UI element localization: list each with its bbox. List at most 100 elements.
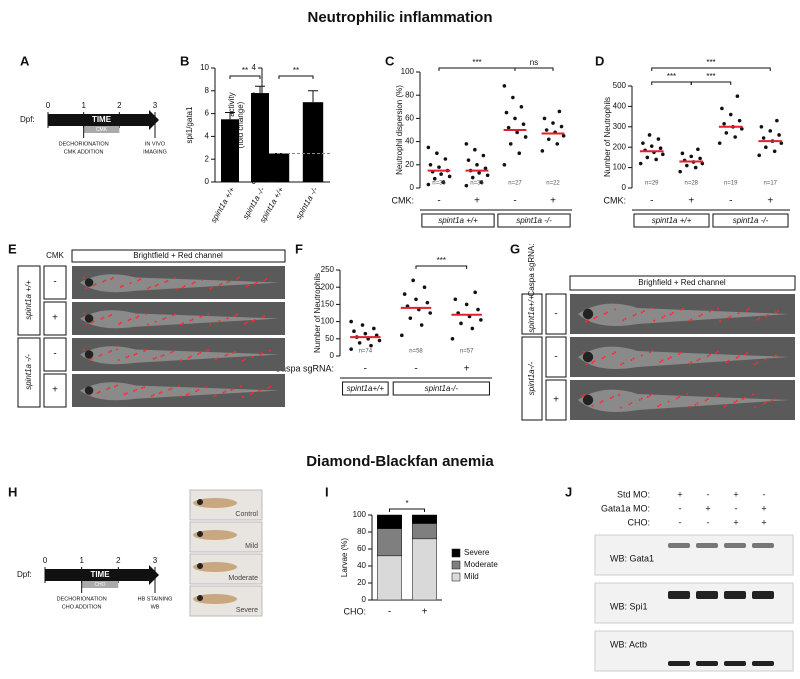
n-label: n=19 <box>724 181 738 187</box>
section-title: Diamond-Blackfan anemia <box>306 453 494 470</box>
neutrophil-signal <box>143 386 146 389</box>
data-point <box>693 165 698 170</box>
neutrophil-signal <box>752 393 755 396</box>
condition-label: + <box>474 196 480 207</box>
panel-letter: J <box>565 484 572 499</box>
panel-letter: B <box>180 53 189 68</box>
data-point <box>428 311 432 315</box>
data-point <box>447 174 452 179</box>
significance-bracket <box>690 81 732 85</box>
data-point <box>768 129 773 133</box>
severity-label: Control <box>235 511 258 518</box>
neutrophil-signal <box>679 308 682 311</box>
data-point <box>349 319 353 324</box>
neutrophil-signal <box>216 357 219 360</box>
row-label: - <box>554 352 557 363</box>
data-point <box>464 302 469 307</box>
row-label: - <box>53 277 56 288</box>
row-box <box>545 336 567 378</box>
genotype-box <box>712 213 789 228</box>
neutrophil-signal <box>133 389 136 392</box>
neutrophil-signal <box>127 319 130 322</box>
legend-label: Mild <box>464 572 479 581</box>
condition-value: + <box>761 503 766 513</box>
neutrophil-signal <box>591 404 594 407</box>
condition-row-label: CMK: <box>604 195 627 205</box>
data-point <box>450 337 455 341</box>
neutrophil-signal <box>609 397 612 400</box>
event-label: DECHORIONATION <box>57 596 107 602</box>
bar-segment <box>377 528 402 557</box>
larva-eye <box>84 278 94 287</box>
neutrophil-signal <box>98 354 101 357</box>
larva-body <box>578 303 789 327</box>
data-point <box>757 153 761 158</box>
neutrophil-signal <box>715 351 718 354</box>
neutrophil-signal <box>212 395 215 398</box>
neutrophil-signal <box>593 317 596 320</box>
genotype-box <box>392 381 490 396</box>
data-point <box>352 329 356 334</box>
neutrophil-signal <box>152 393 155 396</box>
y-axis-label: spi1/gata1 <box>185 106 194 143</box>
neutrophil-signal <box>725 361 728 364</box>
condition-row-label: Caspa sgRNA: <box>274 363 334 373</box>
data-point <box>422 285 427 290</box>
data-point <box>432 176 437 181</box>
data-point <box>441 180 446 184</box>
neutrophil-signal <box>717 393 720 396</box>
neutrophil-signal <box>226 317 229 320</box>
y-tick-label: 300 <box>613 122 627 131</box>
data-point <box>508 142 513 146</box>
neutrophil-signal <box>241 395 244 398</box>
condition-value: - <box>707 489 710 499</box>
blot-label: WB: Spi1 <box>610 601 648 611</box>
neutrophil-signal <box>125 392 128 395</box>
neutrophil-signal <box>259 353 262 356</box>
data-point <box>737 118 742 123</box>
neutrophil-signal <box>587 319 590 322</box>
neutrophil-signal <box>671 311 674 314</box>
neutrophil-signal <box>108 315 111 318</box>
neutrophil-signal <box>622 319 625 322</box>
neutrophil-signal <box>708 310 711 313</box>
data-point <box>649 144 654 148</box>
neutrophil-signal <box>719 320 722 323</box>
neutrophil-signal <box>162 354 165 357</box>
neutrophil-signal <box>98 390 101 393</box>
blot-image <box>594 534 794 576</box>
significance-label: ** <box>293 66 299 75</box>
neutrophil-signal <box>715 394 718 397</box>
y-tick-label: 80 <box>405 90 414 99</box>
y-tick-label: 50 <box>325 334 334 343</box>
neutrophil-signal <box>249 393 252 396</box>
neutrophil-signal <box>135 352 138 355</box>
panel-letter: I <box>325 484 329 499</box>
neutrophil-signal <box>201 278 204 281</box>
data-point <box>453 297 458 302</box>
y-tick-label: 4 <box>252 63 257 72</box>
neutrophil-signal <box>601 357 604 360</box>
data-point <box>722 121 726 126</box>
data-point <box>645 155 650 160</box>
neutrophil-signal <box>583 350 586 353</box>
y-tick-label: 8 <box>205 86 210 95</box>
row-box <box>43 373 67 408</box>
neutrophil-signal <box>226 353 229 356</box>
neutrophil-signal <box>694 403 697 406</box>
neutrophil-signal <box>121 284 124 287</box>
neutrophil-signal <box>207 313 210 316</box>
y-tick-label: 0 <box>362 595 367 604</box>
data-point <box>369 343 373 348</box>
severity-label: Moderate <box>228 575 258 582</box>
data-point <box>557 109 562 114</box>
y-tick-label: 10 <box>200 63 209 72</box>
y-tick-label: 2 <box>205 154 210 163</box>
blot-band <box>752 591 774 599</box>
timeline-tick: 2 <box>117 101 122 110</box>
condition-label: + <box>688 196 694 207</box>
neutrophil-signal <box>236 277 239 280</box>
neutrophil-signal <box>599 401 602 404</box>
condition-label: + <box>767 196 773 207</box>
neutrophil-signal <box>187 392 190 395</box>
